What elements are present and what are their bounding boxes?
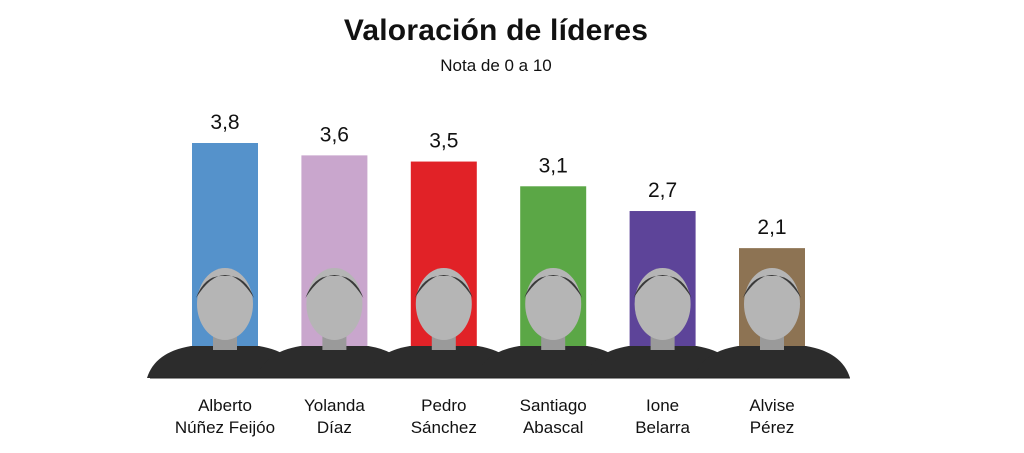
category-label-6-line-2: Pérez xyxy=(750,418,794,437)
value-label-4: 3,1 xyxy=(539,154,568,177)
category-label-1-line-1: Alberto xyxy=(198,396,252,415)
value-label-2: 3,6 xyxy=(320,123,349,146)
category-label-2-line-1: Yolanda xyxy=(304,396,365,415)
value-label-6: 2,1 xyxy=(757,216,786,239)
category-label-5-line-1: Ione xyxy=(646,396,679,415)
chart-subtitle: Nota de 0 a 10 xyxy=(440,56,552,75)
category-label-3-line-2: Sánchez xyxy=(411,418,477,437)
value-label-1: 3,8 xyxy=(210,111,239,134)
category-label-4-line-2: Abascal xyxy=(523,418,583,437)
portrait-4 xyxy=(475,268,632,378)
category-label-3-line-1: Pedro xyxy=(421,396,466,415)
portrait-6 xyxy=(694,268,850,378)
category-label-4-line-1: Santiago xyxy=(520,396,587,415)
category-label-6-line-1: Alvise xyxy=(749,396,794,415)
chart-title: Valoración de líderes xyxy=(343,14,649,47)
value-label-3: 3,5 xyxy=(429,130,458,153)
category-label-5-line-2: Belarra xyxy=(635,418,690,437)
value-label-5: 2,7 xyxy=(648,179,677,202)
category-label-1-line-2: Núñez Feijóo xyxy=(175,418,275,437)
category-label-2-line-2: Díaz xyxy=(317,418,352,437)
